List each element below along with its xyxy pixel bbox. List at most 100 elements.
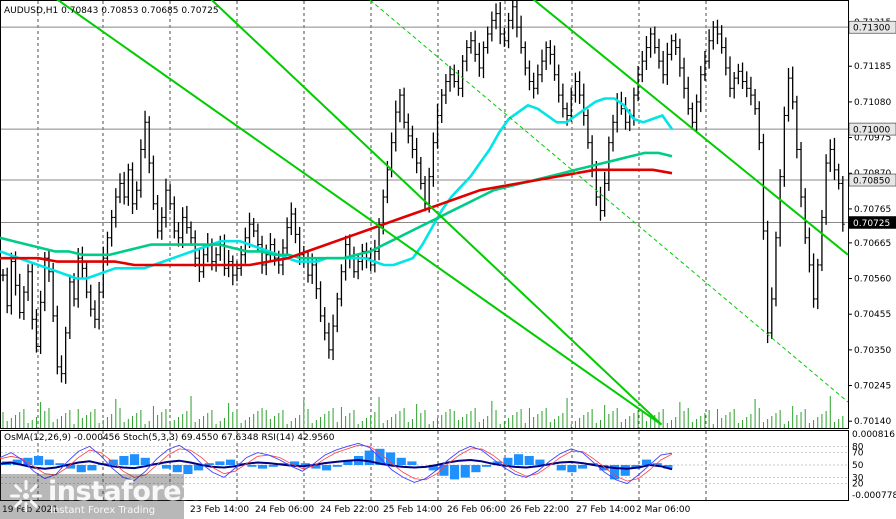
price-tick-label: 0.71080: [854, 98, 891, 108]
indicator-pane[interactable]: [0, 430, 849, 501]
level-price-label: 0.70725: [853, 219, 890, 229]
osma-bar: [119, 456, 129, 465]
channel-line: [56, 0, 663, 426]
indicator-tick-label: 0.000816: [852, 430, 895, 440]
main-pane-frame: [0, 0, 849, 429]
osma-bar: [407, 461, 417, 465]
level-price-label: 0.70850: [853, 177, 890, 187]
price-tick-label: 0.70245: [854, 382, 891, 392]
osma-bar: [610, 465, 620, 480]
osma-bar: [343, 461, 353, 465]
indicator-tick-label: -0.000778: [852, 491, 896, 501]
osma-bar: [140, 457, 150, 465]
osma-bar: [652, 463, 662, 465]
indicator-tick-label: 80: [852, 442, 864, 452]
osma-bar: [642, 459, 652, 465]
watermark-name: instaforex: [48, 476, 199, 507]
osma-bar: [428, 465, 438, 471]
osma-bar: [300, 463, 310, 465]
osma-bar: [194, 465, 204, 471]
time-label: 24 Feb 22:00: [320, 505, 379, 515]
indicator-tick-label: 20: [852, 480, 864, 490]
level-price-label: 0.71300: [853, 24, 890, 34]
osma-bar: [514, 454, 524, 465]
osma-bar: [578, 465, 588, 469]
time-label: 23 Feb 14:00: [190, 505, 249, 515]
osma-bar: [226, 459, 236, 465]
osma-bar: [471, 465, 481, 473]
osma-bar: [162, 465, 172, 469]
osma-bar: [87, 465, 97, 471]
channel-midline: [369, 0, 849, 403]
price-tick-label: 0.70350: [854, 346, 891, 356]
rsi-line: [0, 458, 673, 471]
ohlc-label: 0.70843 0.70853 0.70685 0.70725: [61, 6, 218, 16]
osma-bar: [55, 463, 65, 465]
level-price-box: [848, 173, 896, 187]
osma-bar: [364, 450, 374, 465]
main-price-pane[interactable]: [0, 0, 849, 429]
price-tick-label: 0.70560: [854, 275, 891, 285]
osma-bar: [450, 465, 460, 480]
osma-bar: [535, 459, 545, 465]
chart-symbol-header: AUDUSD,H1 0.70843 0.70853 0.70685 0.7072…: [4, 6, 219, 16]
channel-line: [210, 0, 663, 426]
osma-bar: [375, 448, 385, 465]
osma-bar: [322, 465, 332, 471]
osma-bar: [290, 461, 300, 465]
instaforex-watermark: instaforex Instant Forex Trading: [4, 474, 199, 518]
osma-bar: [386, 452, 396, 465]
price-tick-label: 0.70665: [854, 239, 891, 249]
time-label: 24 Feb 06:00: [255, 505, 314, 515]
osma-bar: [620, 465, 630, 476]
osma-bar: [332, 465, 342, 467]
moving-average-line: [0, 168, 673, 267]
axes: 0.713150.711850.710800.709750.708700.707…: [0, 18, 896, 519]
osma-bar: [567, 465, 577, 473]
osma-bar: [663, 465, 673, 469]
osma-bar: [503, 457, 513, 465]
osma-bar: [460, 465, 470, 478]
current-price-box: [848, 216, 896, 229]
indicator-title: OsMA(12,26,9) -0.000456 Stoch(5,3,3) 69.…: [4, 433, 335, 443]
osma-bar: [12, 459, 22, 465]
price-tick-label: 0.70765: [854, 205, 891, 215]
osma-bar: [556, 465, 566, 471]
osma-bar: [396, 457, 406, 465]
osma-bar: [34, 456, 44, 465]
osma-bar: [258, 465, 268, 469]
level-price-box: [848, 20, 896, 34]
time-label: 27 Feb 14:00: [576, 505, 635, 515]
indicator-tick-label: 70: [852, 449, 864, 459]
channel-line: [532, 0, 849, 256]
stoch-signal-line: [0, 444, 673, 482]
moving-average-line: [0, 151, 673, 260]
level-price-label: 0.71000: [853, 126, 890, 136]
osma-bar: [66, 465, 76, 469]
osma-bar: [172, 465, 182, 473]
osma-bar: [76, 465, 86, 473]
time-label: 26 Feb 06:00: [447, 505, 506, 515]
price-tick-label: 0.70455: [854, 310, 891, 320]
watermark-subtitle: Instant Forex Trading: [50, 505, 156, 516]
osma-bar: [439, 465, 449, 476]
osma-bar: [44, 459, 54, 465]
symbol-label: AUDUSD,H1: [4, 6, 58, 16]
osma-bar: [311, 465, 321, 469]
osma-bar: [268, 465, 278, 467]
indicator-tick-label: 30: [852, 473, 864, 483]
indicator-pane-frame: [0, 430, 849, 501]
osma-bar: [247, 465, 257, 467]
price-tick-label: 0.70140: [854, 417, 891, 427]
instaforex-logo-icon: [10, 480, 42, 512]
osma-bar: [130, 454, 140, 465]
time-label: 19 Feb 2021: [2, 505, 58, 515]
watermark-backing: [0, 474, 184, 519]
time-label: 25 Feb 14:00: [383, 505, 442, 515]
indicator-tick-label: 50: [852, 461, 864, 471]
osma-bar: [482, 465, 492, 467]
osma-bar: [183, 465, 193, 474]
osma-bar: [215, 461, 225, 465]
price-tick-label: 0.71185: [854, 62, 891, 72]
